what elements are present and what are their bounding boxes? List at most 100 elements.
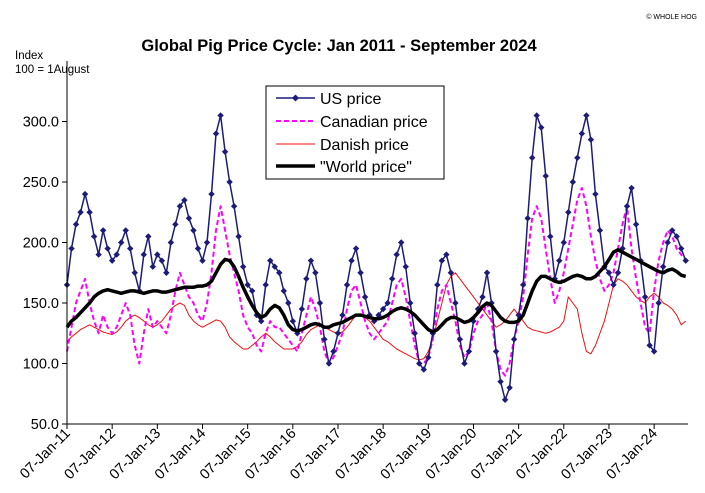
us-price-point (221, 148, 229, 155)
us-price-point (605, 269, 613, 276)
us-price-point (104, 245, 111, 252)
us-price-point (673, 233, 680, 240)
us-price-point (587, 136, 595, 143)
us-price-point (583, 112, 590, 119)
legend-label: "World price" (320, 159, 412, 176)
us-price-point (199, 257, 206, 264)
us-price-point (565, 209, 572, 216)
us-price-point (447, 269, 455, 276)
us-price-point (632, 221, 640, 228)
us-price-point (95, 251, 102, 258)
us-price-point (348, 257, 355, 264)
us-price-point (551, 275, 558, 282)
series-thick (65, 248, 687, 334)
us-price-point (569, 178, 577, 186)
us-price-point (519, 281, 527, 289)
us-price-point (90, 233, 98, 240)
us-price-point (407, 299, 414, 307)
us-price-point (325, 360, 333, 367)
us-price-point (330, 348, 337, 355)
y-tick-label: 100.0 (23, 357, 59, 373)
us-price-point (158, 257, 166, 264)
us-price-point (619, 245, 626, 252)
us-price-point (596, 227, 604, 234)
us-price-point (267, 257, 274, 264)
us-price-point (154, 251, 161, 258)
us-price-point (298, 305, 306, 313)
us-price-point (316, 299, 324, 307)
us-price-point (307, 257, 315, 264)
us-price-point (388, 275, 396, 282)
us-price-point (646, 342, 653, 349)
series-thin (66, 272, 687, 361)
us-price-point (235, 233, 242, 240)
legend-box (265, 85, 445, 180)
us-price-point (334, 330, 342, 337)
us-price-point (194, 245, 202, 252)
us-price-point (659, 263, 667, 270)
us-price-point (461, 360, 468, 367)
us-price-point (68, 245, 75, 252)
y-tick-label: 250.0 (23, 175, 59, 191)
y-axis-ticks: 50.0 100.0 150.0 200.0 250.0 300.0 (23, 115, 67, 433)
us-price-point (172, 221, 179, 228)
y-axis-label-line2: 100 = 1August (15, 64, 90, 76)
series-line (66, 272, 687, 361)
us-price-point (357, 269, 364, 276)
us-price-point (131, 269, 138, 276)
us-price-point (108, 257, 116, 264)
us-price-point (167, 239, 175, 246)
us-price-point (181, 196, 188, 204)
us-price-point (398, 239, 405, 246)
us-price-point (312, 269, 319, 276)
us-price-point (420, 366, 427, 373)
legend-label: Canadian price (320, 114, 428, 131)
us-price-point (528, 154, 536, 161)
us-price-point (379, 305, 387, 313)
us-price-point (411, 330, 418, 337)
legend: US price Canadian price Danish price "World… (265, 85, 445, 180)
us-price-point (163, 269, 170, 276)
y-tick-label: 200.0 (23, 236, 59, 252)
legend-label: US price (320, 91, 381, 108)
us-price-point (578, 130, 586, 137)
series-dashed (66, 187, 687, 377)
us-price-point (384, 299, 391, 307)
us-price-point (402, 263, 409, 270)
us-price-point (682, 257, 689, 264)
us-price-point (452, 299, 459, 307)
us-price-point (456, 336, 464, 343)
us-price-point (443, 251, 450, 258)
us-price-point (343, 281, 351, 289)
copyright-notice: © WHOLE HOG (646, 13, 697, 21)
us-price-point (127, 245, 134, 252)
us-price-point (285, 299, 292, 307)
us-price-point (271, 263, 278, 270)
us-price-point (77, 209, 84, 216)
us-price-point (393, 251, 400, 258)
us-price-point (226, 178, 233, 186)
us-price-point (614, 269, 622, 276)
us-price-point (465, 348, 473, 355)
us-price-point (510, 336, 518, 343)
us-price-point (262, 281, 269, 289)
us-price-point (506, 384, 513, 391)
us-price-point (650, 348, 658, 355)
us-price-point (258, 317, 265, 325)
us-price-point (479, 293, 486, 301)
us-price-point (113, 251, 120, 258)
us-price-point (81, 190, 89, 198)
us-price-point (117, 239, 125, 246)
us-price-point (542, 172, 549, 180)
us-price-point (190, 227, 197, 234)
us-price-point (122, 227, 129, 234)
us-price-point (361, 293, 369, 301)
us-price-point (289, 317, 297, 325)
us-price-point (280, 287, 287, 295)
us-price-point (248, 287, 256, 295)
us-price-point (610, 281, 617, 289)
y-tick-label: 300.0 (23, 115, 59, 131)
